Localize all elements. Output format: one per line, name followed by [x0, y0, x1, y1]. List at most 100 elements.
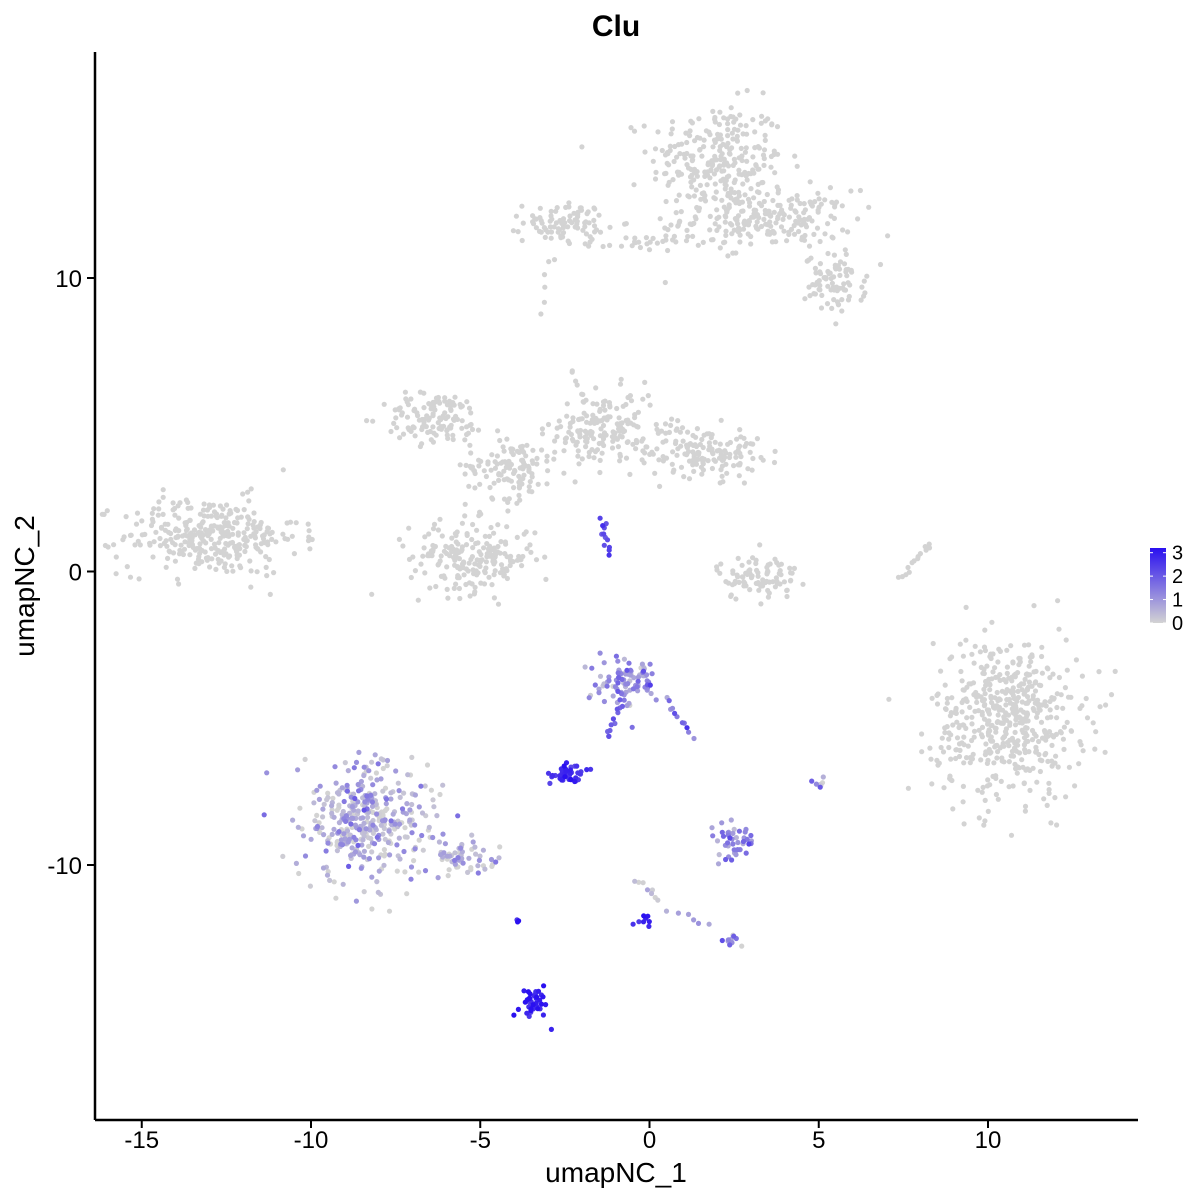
cell-point	[353, 898, 359, 904]
cell-point	[383, 801, 389, 807]
cell-point	[314, 812, 320, 819]
cell-point	[606, 547, 612, 553]
cell-point	[994, 689, 1000, 696]
cell-point	[607, 242, 613, 248]
cell-point	[730, 250, 736, 256]
cell-point	[329, 803, 335, 809]
cell-point	[1043, 703, 1049, 709]
cell-point	[775, 214, 781, 220]
x-axis-title: umapNC_1	[545, 1157, 687, 1188]
cell-point	[314, 823, 321, 830]
cell-point	[640, 396, 646, 402]
cell-point	[224, 568, 230, 575]
cell-point	[370, 822, 376, 828]
cell-point	[711, 195, 717, 201]
cell-point	[248, 568, 254, 574]
cell-point	[431, 804, 437, 810]
cell-point	[985, 729, 992, 735]
cell-point	[565, 224, 571, 230]
cell-point	[619, 426, 626, 432]
cell-point	[463, 581, 469, 588]
cell-point	[905, 785, 912, 791]
cell-point	[642, 379, 648, 385]
cell-point	[556, 418, 562, 424]
cell-point	[519, 563, 525, 569]
cell-point	[163, 538, 169, 544]
cell-point	[1015, 670, 1021, 676]
cell-point	[216, 540, 222, 546]
cell-point	[886, 696, 892, 702]
cell-point	[529, 458, 535, 464]
cell-point	[750, 167, 756, 173]
cell-point	[640, 436, 646, 442]
cell-point	[1025, 672, 1031, 678]
cell-point	[478, 580, 484, 586]
cell-point	[540, 1012, 547, 1018]
cell-point	[452, 394, 458, 400]
cell-point	[564, 401, 570, 407]
cell-point	[734, 436, 740, 442]
cell-point	[685, 911, 692, 918]
cell-point	[455, 564, 461, 571]
cell-point	[246, 498, 252, 504]
cell-point	[526, 484, 532, 490]
cell-point	[761, 216, 767, 222]
cell-point	[477, 509, 483, 515]
cell-point	[714, 207, 720, 213]
cell-point	[825, 221, 831, 227]
cell-point	[721, 240, 727, 246]
cell-point	[469, 554, 475, 560]
cell-point	[927, 745, 933, 751]
cell-point	[753, 162, 759, 168]
cell-point	[1041, 728, 1048, 734]
cell-point	[700, 461, 706, 467]
x-tick-label: 10	[975, 1127, 1002, 1154]
cell-point	[533, 225, 540, 231]
cell-point	[1021, 642, 1028, 648]
cell-point	[1000, 720, 1006, 726]
cell-point	[352, 795, 358, 802]
cell-point	[774, 578, 780, 584]
cell-point	[983, 741, 989, 747]
cell-point	[1001, 714, 1007, 720]
cell-point	[737, 112, 743, 118]
cell-point	[489, 863, 495, 870]
cell-point	[842, 247, 848, 253]
cell-point	[981, 670, 987, 677]
cell-point	[1012, 674, 1018, 680]
cell-point	[539, 447, 545, 453]
cell-point	[689, 120, 696, 126]
cell-point	[265, 525, 271, 531]
cell-point	[306, 528, 312, 534]
cell-point	[742, 192, 748, 198]
cell-point	[740, 838, 747, 845]
cell-point	[716, 224, 722, 230]
cell-point	[622, 221, 628, 227]
cell-point	[663, 237, 669, 243]
cell-point	[1023, 767, 1029, 773]
cell-point	[375, 889, 381, 896]
cell-point	[213, 513, 219, 519]
cell-point	[574, 439, 580, 445]
cell-point	[465, 568, 471, 574]
cell-point	[463, 462, 469, 468]
cell-point	[172, 542, 178, 548]
cell-point	[726, 202, 732, 208]
cell-point	[736, 473, 742, 479]
cell-point	[263, 564, 269, 571]
cell-point	[515, 1006, 522, 1013]
cell-point	[242, 548, 248, 555]
cell-point	[950, 806, 956, 812]
cell-point	[587, 239, 593, 245]
cell-point	[457, 462, 463, 468]
cell-point	[587, 234, 593, 240]
cell-point	[538, 229, 544, 235]
cell-point	[431, 521, 438, 528]
cell-point	[981, 822, 987, 828]
cell-point	[1006, 759, 1012, 765]
cell-point	[327, 877, 333, 884]
cell-point	[616, 674, 622, 681]
cell-point	[684, 725, 690, 731]
cell-point	[1004, 647, 1010, 653]
cell-point	[420, 847, 426, 853]
